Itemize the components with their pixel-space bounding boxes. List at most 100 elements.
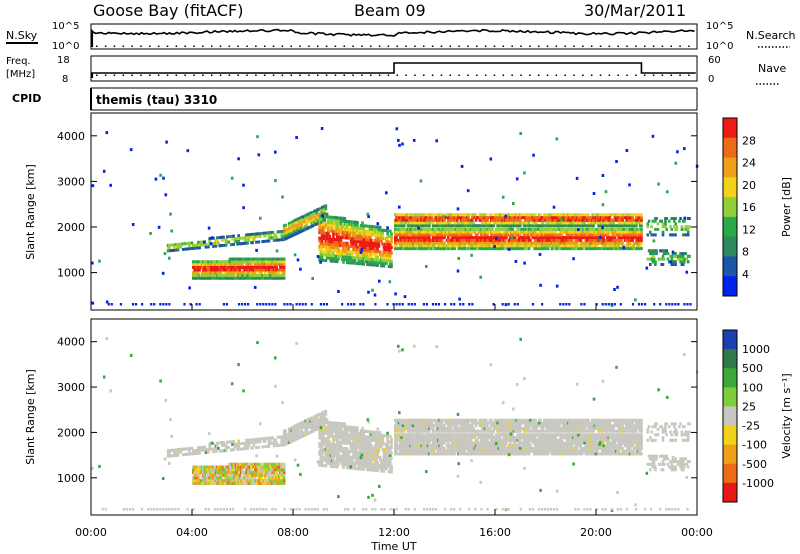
power-cell (582, 244, 585, 248)
power-cell (555, 244, 559, 248)
power-cell (411, 218, 415, 222)
nave-dot (529, 74, 531, 76)
nsearch-dot (343, 45, 345, 47)
power-cell (325, 245, 329, 249)
power-cell (359, 250, 363, 254)
power-cell (357, 240, 360, 244)
velocity-cell (274, 438, 277, 442)
power-cell (207, 260, 210, 264)
power-cell (362, 227, 365, 230)
power-cell (299, 216, 302, 220)
power-cell (483, 230, 487, 234)
power-cell (232, 242, 235, 246)
power-cell (414, 236, 417, 240)
power-cell (242, 206, 245, 210)
power-cell (356, 231, 359, 235)
power-cell (389, 243, 392, 247)
velocity-cell (301, 426, 305, 430)
velocity-cell (237, 445, 240, 448)
power-cell (448, 227, 451, 231)
nsearch-dot (255, 45, 257, 47)
power-cell (534, 244, 537, 248)
power-cell (164, 193, 168, 197)
power-cell (426, 247, 430, 251)
velocity-cell (325, 426, 329, 430)
power-cell (277, 260, 281, 264)
power-cell (243, 236, 247, 240)
velocity-cell (282, 465, 286, 469)
power-cell (260, 257, 263, 261)
nsearch-dot (608, 45, 611, 47)
power-cell (498, 241, 502, 245)
power-cell (522, 236, 526, 240)
power-cell (373, 293, 377, 297)
power-cell (681, 233, 685, 237)
power-cell (424, 247, 427, 251)
power-cell (491, 244, 494, 248)
power-cell (495, 213, 498, 217)
power-cell (397, 241, 401, 245)
power-cell (425, 241, 429, 245)
power-cell (606, 227, 609, 231)
power-cell (241, 257, 244, 261)
power-cell (554, 236, 557, 240)
power-cell (395, 218, 398, 222)
velocity-cell (252, 443, 256, 447)
ground-scatter-cell (677, 303, 680, 306)
ground-scatter-cell (289, 303, 292, 306)
power-cell (477, 227, 480, 231)
power-cell (306, 215, 310, 219)
power-cell (558, 224, 561, 228)
power-cell (251, 241, 254, 244)
power-cell (460, 213, 464, 217)
power-cell (613, 227, 617, 231)
power-cell (170, 229, 173, 233)
velocity-cell (322, 428, 325, 432)
power-cell (546, 224, 550, 228)
power-cell (492, 224, 496, 228)
power-cell (478, 241, 482, 245)
velocity-cell (284, 429, 287, 433)
velocity-cell (260, 481, 263, 485)
power-cell (361, 221, 364, 225)
power-cell (129, 148, 133, 152)
nave-dot (635, 74, 637, 76)
power-cell (650, 225, 653, 229)
power-cell (584, 233, 588, 237)
power-cell (592, 192, 596, 195)
ground-scatter-cell (195, 303, 198, 306)
power-cell (584, 238, 588, 242)
power-cell (325, 215, 329, 219)
power-cell (376, 233, 379, 237)
power-cell (630, 218, 633, 222)
power-cell (585, 238, 589, 242)
nave-dot (537, 74, 540, 76)
power-cell (490, 216, 493, 220)
nave-dot (325, 74, 328, 76)
power-cell (262, 260, 266, 264)
velocity-cell (311, 429, 315, 433)
power-cell (607, 238, 610, 242)
power-cell (365, 249, 368, 253)
ground-scatter-cell (386, 303, 389, 306)
power-cell (564, 213, 567, 217)
power-cell (608, 227, 612, 231)
power-cell (275, 236, 278, 239)
power-cell (467, 224, 470, 228)
power-cell (640, 247, 643, 251)
power-cell (197, 263, 200, 266)
power-cell (159, 173, 162, 177)
power-cell (570, 238, 574, 242)
power-cell (351, 261, 354, 265)
power-cell (253, 285, 257, 289)
power-cell (426, 230, 430, 234)
nave-dot (96, 74, 98, 76)
power-cell (248, 268, 252, 272)
power-cell (671, 263, 675, 266)
power-cell (246, 233, 249, 237)
power-cell (423, 224, 426, 228)
nave-dot (246, 74, 248, 76)
velocity-cell (272, 479, 276, 483)
power-cell (640, 216, 643, 220)
power-cell (223, 271, 227, 275)
